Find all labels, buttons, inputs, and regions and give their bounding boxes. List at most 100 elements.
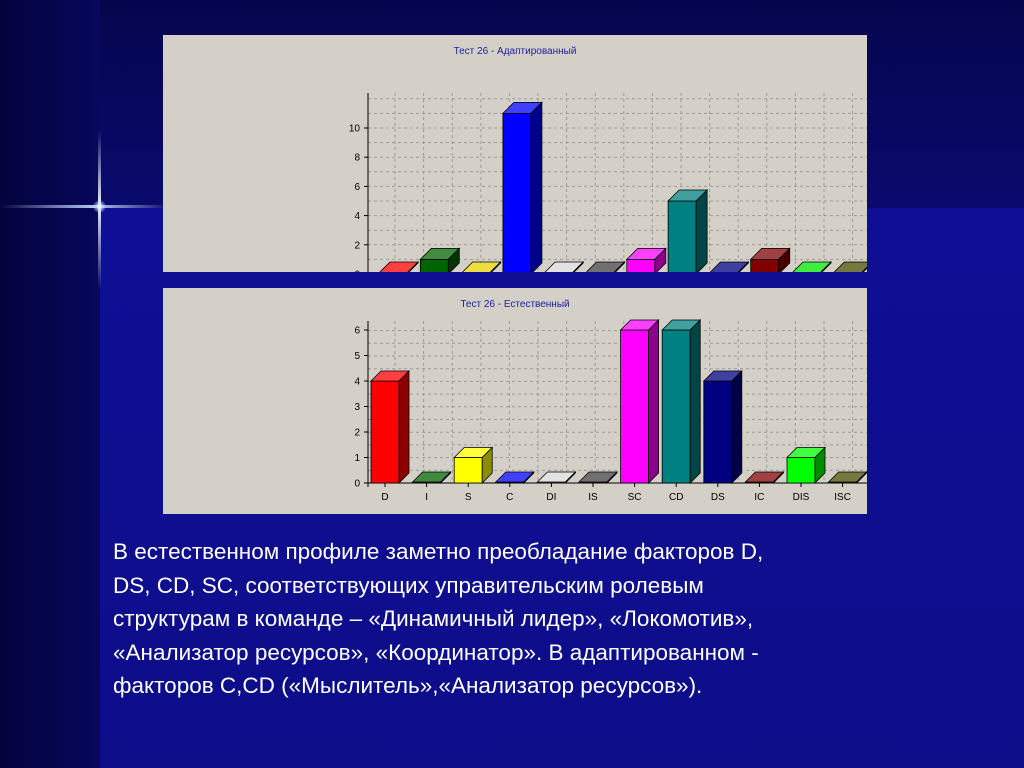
background-left-band bbox=[0, 0, 100, 768]
bar-side bbox=[490, 261, 502, 272]
chart-natural-plot: 0123456DISCDIISSCCDDSICDISISCSCDCDIDISC bbox=[354, 319, 867, 503]
chart-adapted: Тест 26 - Адаптированный 0246810DISCDIIS… bbox=[163, 35, 867, 272]
bar-d bbox=[370, 370, 410, 484]
bar-ic bbox=[749, 247, 791, 272]
y-tick-label: 10 bbox=[349, 124, 361, 135]
bar-is bbox=[578, 471, 618, 484]
bar-i bbox=[411, 471, 452, 484]
bar-side bbox=[654, 247, 667, 272]
bar-i bbox=[419, 247, 461, 272]
y-tick-label: 3 bbox=[354, 402, 360, 413]
x-tick-label: DIS bbox=[793, 492, 810, 503]
bar-side bbox=[481, 446, 493, 484]
bar-side bbox=[447, 247, 460, 272]
bar-is bbox=[585, 261, 626, 272]
bar-cd bbox=[661, 319, 702, 484]
y-tick-label: 5 bbox=[354, 351, 360, 362]
bar-side bbox=[613, 261, 625, 272]
x-tick-label: IS bbox=[588, 492, 598, 503]
y-tick-label: 6 bbox=[354, 182, 360, 193]
x-tick-label: C bbox=[506, 492, 513, 503]
bar-front bbox=[370, 380, 400, 484]
bar-sc bbox=[625, 247, 667, 272]
bar-ds bbox=[702, 370, 743, 484]
bar-top bbox=[827, 471, 867, 483]
bar-top bbox=[585, 261, 626, 272]
bar-front bbox=[453, 457, 483, 484]
bar-isc bbox=[827, 471, 867, 484]
x-tick-label: ISC bbox=[834, 492, 851, 503]
chart-title: Тест 26 - Естественный bbox=[460, 299, 570, 310]
bar-side bbox=[731, 370, 743, 484]
bar-side bbox=[820, 261, 832, 272]
bar-di bbox=[536, 471, 577, 484]
sparkle-decoration-horizontal bbox=[0, 205, 170, 208]
bar-top bbox=[536, 471, 577, 483]
bar-dis bbox=[786, 446, 826, 484]
chart-adapted-plot: 0246810DISCDIISSCCDDSICDISISCSCDCDIDISC bbox=[349, 93, 867, 273]
bar-side bbox=[773, 471, 784, 484]
bar-side bbox=[689, 319, 701, 484]
x-tick-label: IC bbox=[754, 492, 764, 503]
bar-front bbox=[419, 258, 449, 272]
bar-side bbox=[778, 247, 791, 272]
bar-side bbox=[856, 471, 867, 484]
y-tick-label: 1 bbox=[354, 453, 360, 464]
bar-front bbox=[626, 258, 656, 272]
bar-side bbox=[407, 261, 419, 272]
caption-line: В естественном профиле заметно преоблада… bbox=[113, 539, 764, 564]
bar-front bbox=[786, 457, 816, 484]
bar-top bbox=[379, 261, 419, 272]
y-tick-label: 4 bbox=[354, 377, 360, 388]
bar-side bbox=[648, 319, 660, 484]
bar-ds bbox=[709, 261, 750, 272]
sparkle-icon bbox=[93, 200, 106, 213]
bar-front bbox=[667, 200, 697, 272]
y-tick-label: 4 bbox=[354, 211, 360, 222]
bar-side bbox=[737, 261, 749, 272]
bar-top bbox=[833, 261, 867, 272]
y-tick-label: 0 bbox=[354, 479, 360, 490]
y-tick-label: 6 bbox=[354, 326, 360, 337]
bar-top bbox=[792, 261, 832, 272]
caption-line: «Анализатор ресурсов», «Координатор». В … bbox=[113, 639, 759, 665]
bar-sc bbox=[619, 319, 660, 484]
y-tick-label: 0 bbox=[354, 270, 360, 273]
x-tick-label: I bbox=[425, 492, 428, 503]
bar-ic bbox=[744, 471, 785, 484]
bar-c bbox=[501, 101, 543, 272]
bar-isc bbox=[833, 261, 867, 272]
caption-line: DS, CD, SC, соответствующих управительск… bbox=[113, 572, 704, 598]
x-tick-label: CD bbox=[669, 492, 683, 503]
bar-side bbox=[530, 101, 543, 272]
bar-side bbox=[861, 266, 867, 272]
bar-d bbox=[379, 261, 419, 272]
bar-s bbox=[453, 446, 494, 484]
bar-front bbox=[620, 329, 650, 484]
bar-top bbox=[494, 471, 535, 483]
bar-top bbox=[411, 471, 452, 483]
bar-side bbox=[523, 471, 535, 484]
bar-front bbox=[661, 329, 691, 484]
caption-line: структурам в команде – «Динамичный лидер… bbox=[113, 606, 754, 631]
bar-front bbox=[703, 380, 733, 484]
y-tick-label: 2 bbox=[354, 240, 360, 251]
bar-side bbox=[814, 446, 826, 484]
bar-side bbox=[398, 370, 410, 484]
x-tick-label: DI bbox=[546, 492, 556, 503]
bar-top bbox=[578, 471, 618, 483]
bar-side bbox=[606, 471, 618, 484]
bar-cd bbox=[667, 189, 709, 272]
x-tick-label: SC bbox=[628, 492, 642, 503]
bar-side bbox=[695, 189, 708, 272]
caption-line: факторов C,CD («Мыслитель»,«Анализатор р… bbox=[113, 673, 703, 698]
x-tick-label: DS bbox=[711, 492, 725, 503]
caption-text: В естественном профиле заметно преоблада… bbox=[113, 535, 973, 703]
bar-di bbox=[544, 261, 585, 272]
bar-top bbox=[544, 261, 585, 272]
bar-top bbox=[462, 261, 502, 272]
bar-side bbox=[572, 261, 584, 272]
bar-side bbox=[564, 471, 576, 484]
bar-front bbox=[750, 258, 780, 272]
y-tick-label: 8 bbox=[354, 153, 360, 164]
